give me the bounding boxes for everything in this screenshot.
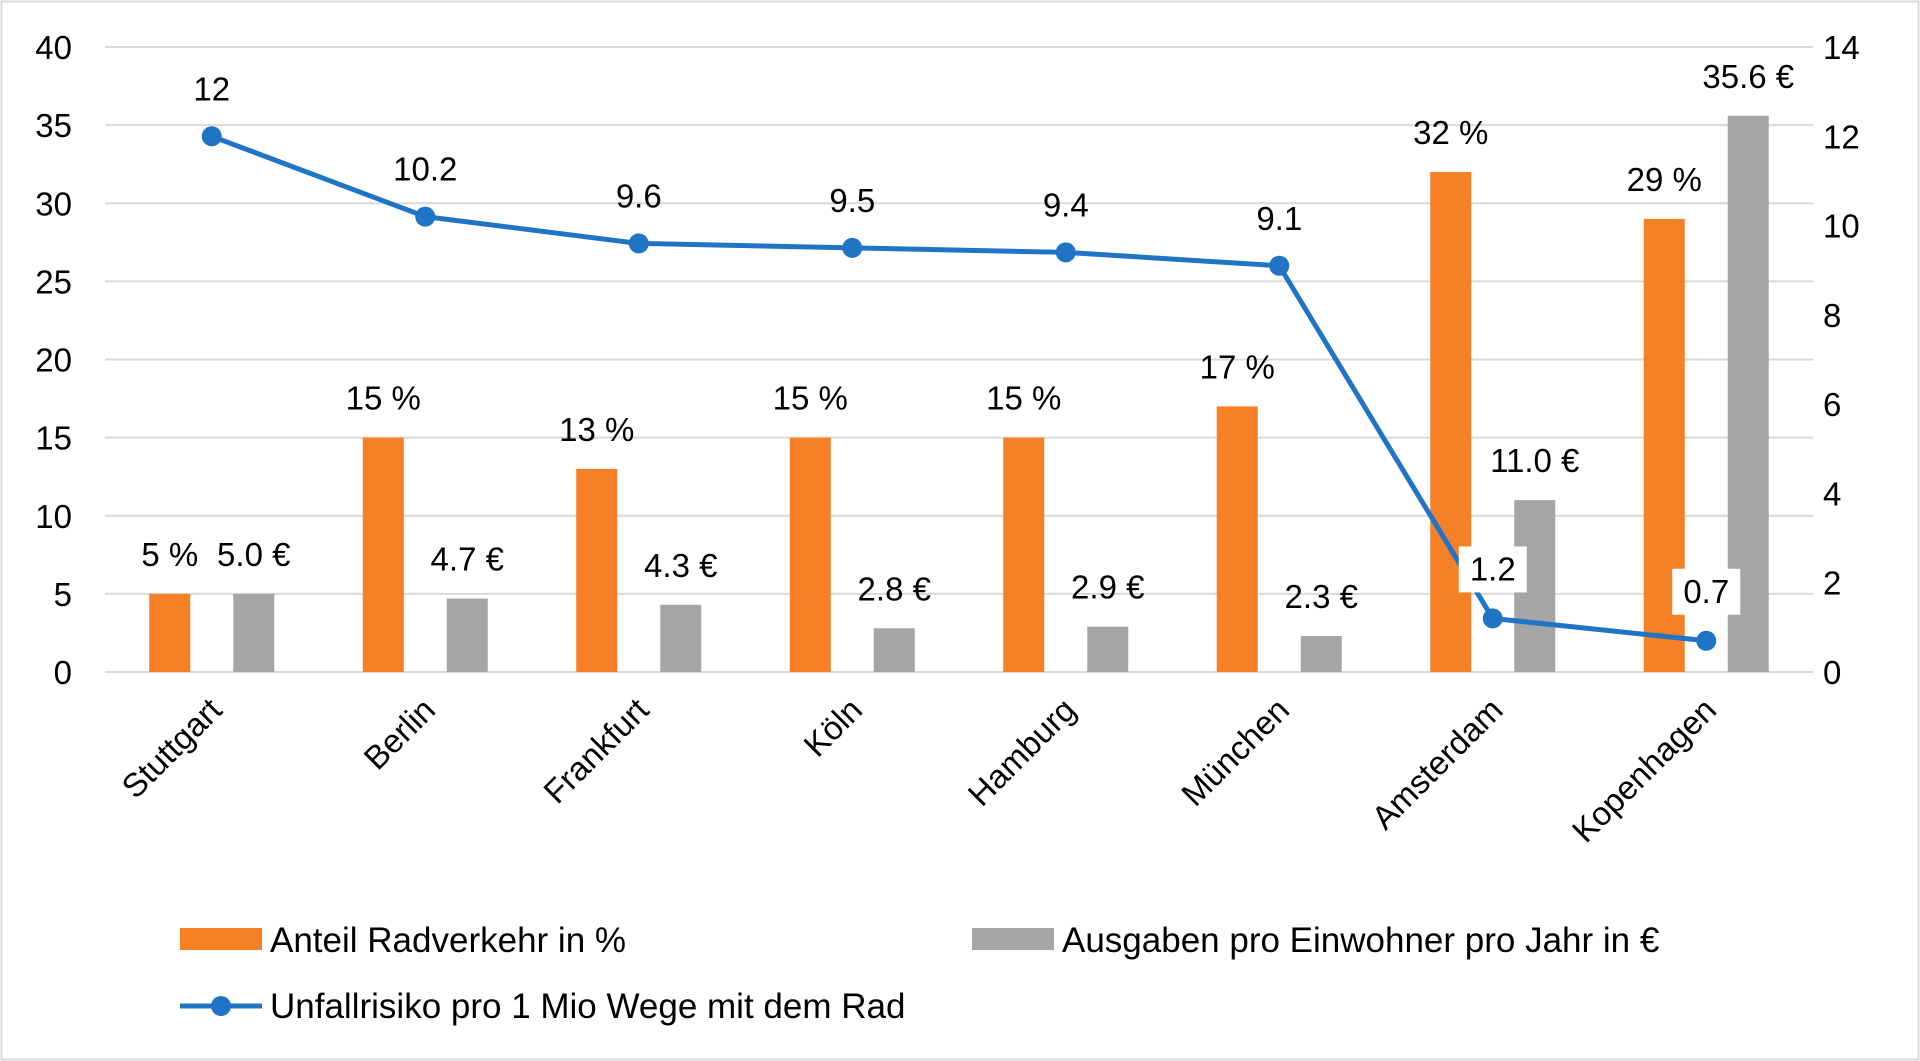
bar-ausgaben (233, 593, 275, 672)
left-axis-tick-label: 40 (35, 29, 72, 66)
legend-label-unfallrisiko: Unfallrisiko pro 1 Mio Wege mit dem Rad (270, 987, 905, 1026)
bars (149, 115, 1769, 672)
risk-line-path (210, 133, 1707, 644)
data-labels: 5 % 5.0 € 15 % 4.7 € 13 % 4.3 € 15 % 2.8 € 15 % 2… (141, 58, 1794, 615)
risk-line (201, 126, 1717, 651)
risk-point (1269, 255, 1290, 276)
right-axis-tick-label: 4 (1823, 475, 1841, 512)
legend-swatch-marker (211, 996, 231, 1016)
data-label-ausgaben: 2.8 € (858, 570, 931, 607)
right-axis-tick-label: 0 (1823, 654, 1841, 691)
legend-label-anteil: Anteil Radverkehr in % (270, 921, 626, 960)
left-axis-tick-label: 10 (35, 498, 72, 535)
bar-ausgaben (873, 628, 915, 672)
data-label-unfallrisiko: 9.4 (1043, 186, 1089, 223)
data-label-anteil: 29 % (1627, 161, 1702, 198)
data-label-anteil: 17 % (1200, 348, 1275, 385)
data-label-background (1458, 546, 1527, 593)
left-axis-tick-label: 25 (35, 263, 72, 300)
data-label-anteil: 15 % (346, 380, 421, 417)
data-label-unfallrisiko: 12 (193, 70, 230, 107)
left-axis-tick-label: 30 (35, 185, 72, 222)
legend-swatch-ausgaben (972, 928, 1054, 950)
data-label-anteil: 32 % (1413, 114, 1488, 151)
risk-point (415, 206, 436, 227)
data-label-unfallrisiko: 1.2 (1470, 550, 1516, 587)
bar-anteil-radverkehr (362, 437, 404, 672)
legend-label-ausgaben: Ausgaben pro Einwohner pro Jahr in € (1062, 921, 1659, 960)
bar-ausgaben (1087, 626, 1129, 672)
bar-anteil-radverkehr (576, 468, 618, 672)
left-axis-tick-label: 15 (35, 420, 72, 457)
right-axis-tick-label: 2 (1823, 565, 1841, 602)
left-axis-tick-label: 20 (35, 342, 72, 379)
bar-anteil-radverkehr (1216, 406, 1258, 672)
data-label-anteil: 15 % (986, 380, 1061, 417)
bar-anteil-radverkehr (1003, 437, 1045, 672)
bar-anteil-radverkehr (1430, 172, 1472, 672)
left-axis-tick-label: 0 (54, 654, 72, 691)
right-axis-tick-label: 14 (1823, 29, 1860, 66)
right-axis-tick-label: 12 (1823, 118, 1860, 155)
bar-ausgaben (660, 604, 702, 672)
left-axis-tick-label: 5 (54, 576, 72, 613)
data-label-unfallrisiko: 9.5 (829, 182, 875, 219)
risk-point (1482, 608, 1503, 629)
risk-point (1055, 242, 1076, 263)
data-label-ausgaben: 4.7 € (431, 541, 504, 578)
data-label-anteil: 15 % (773, 380, 848, 417)
legend: Anteil Radverkehr in % Ausgaben pro Einwo… (180, 921, 1659, 1026)
data-label-ausgaben: 4.3 € (644, 547, 717, 584)
legend-swatch-anteil (180, 928, 262, 950)
left-axis-ticks: 0 5 10 15 20 25 30 35 40 (35, 29, 72, 691)
bar-ausgaben (446, 598, 488, 672)
data-label-ausgaben: 2.9 € (1071, 569, 1144, 606)
data-label-ausgaben: 5.0 € (217, 536, 290, 573)
data-label-unfallrisiko: 9.1 (1256, 200, 1302, 237)
risk-point (628, 233, 649, 254)
data-label-ausgaben: 2.3 € (1285, 578, 1358, 615)
data-label-unfallrisiko: 0.7 (1683, 573, 1729, 610)
data-label-anteil: 13 % (559, 411, 634, 448)
bar-anteil-radverkehr (149, 593, 191, 672)
right-axis-tick-label: 10 (1823, 208, 1860, 245)
data-label-ausgaben: 35.6 € (1702, 58, 1794, 95)
data-label-background (1672, 568, 1741, 615)
data-label-anteil: 5 % (141, 536, 198, 573)
data-label-ausgaben: 11.0 € (1490, 442, 1579, 479)
bar-ausgaben (1300, 636, 1342, 672)
left-axis-tick-label: 35 (35, 107, 72, 144)
data-label-unfallrisiko: 9.6 (616, 177, 662, 214)
right-axis-tick-label: 8 (1823, 297, 1841, 334)
risk-point (1696, 630, 1717, 651)
risk-point (201, 126, 222, 147)
risk-point (842, 237, 863, 258)
data-label-unfallrisiko: 10.2 (393, 151, 457, 188)
right-axis-ticks: 0 2 4 6 8 10 12 14 (1823, 29, 1860, 691)
bar-anteil-radverkehr (789, 437, 831, 672)
right-axis-tick-label: 6 (1823, 386, 1841, 423)
